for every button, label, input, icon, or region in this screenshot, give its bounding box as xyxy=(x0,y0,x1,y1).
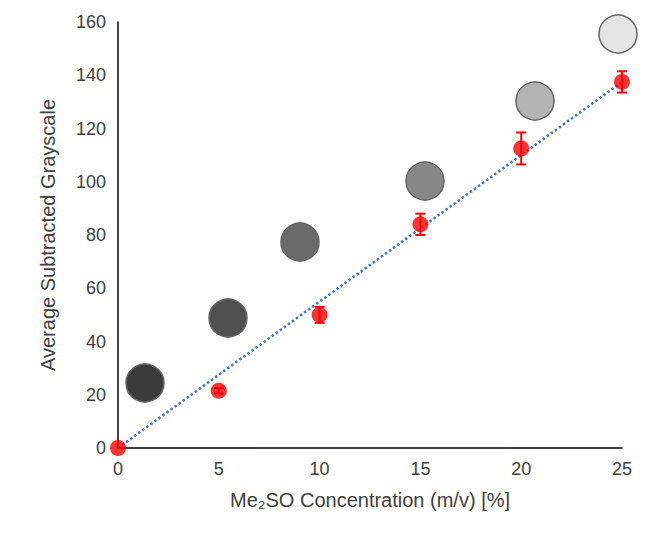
svg-text:0: 0 xyxy=(96,438,106,458)
svg-text:40: 40 xyxy=(86,332,106,352)
svg-text:10: 10 xyxy=(310,459,330,479)
svg-text:60: 60 xyxy=(86,278,106,298)
svg-text:100: 100 xyxy=(76,172,106,192)
svg-text:140: 140 xyxy=(76,65,106,85)
svg-text:80: 80 xyxy=(86,225,106,245)
svg-text:20: 20 xyxy=(511,459,531,479)
svg-text:160: 160 xyxy=(76,12,106,32)
svg-text:15: 15 xyxy=(410,459,430,479)
svg-text:Average Subtracted Grayscale: Average Subtracted Grayscale xyxy=(37,99,59,371)
svg-text:25: 25 xyxy=(612,459,632,479)
svg-text:120: 120 xyxy=(76,119,106,139)
svg-text:0: 0 xyxy=(113,459,123,479)
svg-text:Me₂SO Concentration (m/v) [%]: Me₂SO Concentration (m/v) [%] xyxy=(230,489,510,511)
svg-text:20: 20 xyxy=(86,385,106,405)
svg-text:5: 5 xyxy=(214,459,224,479)
